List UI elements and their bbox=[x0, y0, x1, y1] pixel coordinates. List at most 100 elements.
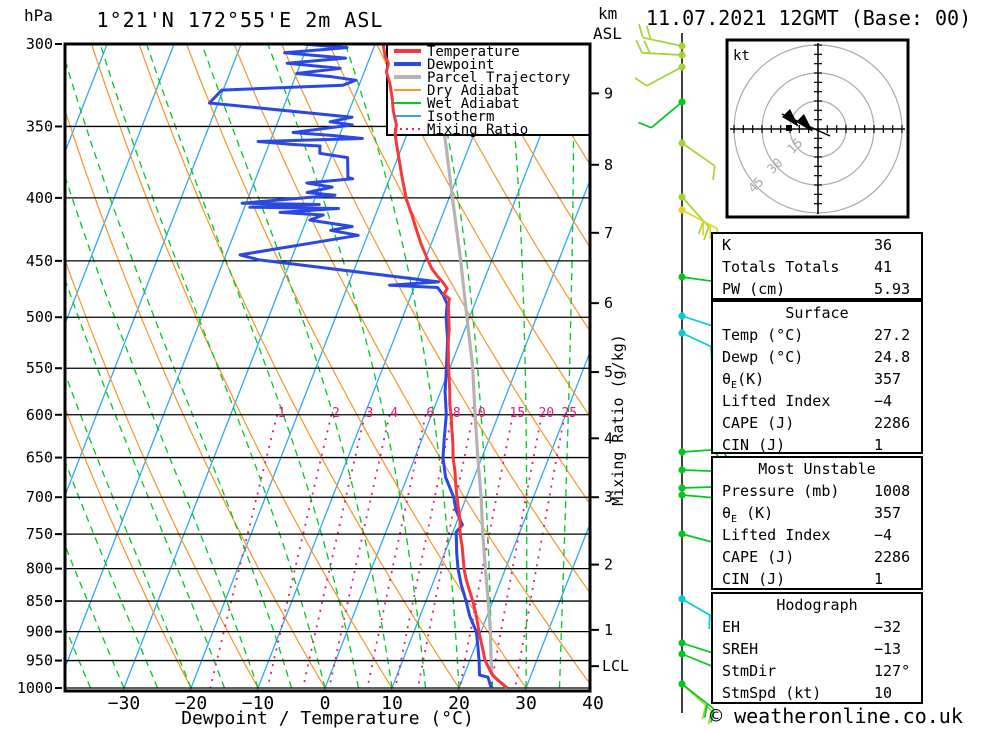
stats-row: Pressure (mb) 1008 bbox=[713, 480, 921, 502]
stats-row: SREH −13 bbox=[713, 638, 921, 660]
stats-row-label: Lifted Index bbox=[722, 526, 831, 544]
svg-text:4: 4 bbox=[390, 406, 398, 421]
stats-row: Lifted Index −4 bbox=[713, 390, 921, 412]
legend-label: Isotherm bbox=[427, 109, 494, 125]
stats-row-label: Dewp (°C) bbox=[722, 348, 804, 366]
parcel-trajectory-curve bbox=[431, 44, 509, 690]
stats-row-label: Pressure (mb) bbox=[722, 482, 840, 500]
pressure-tick-label: 650 bbox=[26, 449, 53, 467]
stats-row-label: θE(K) bbox=[722, 370, 765, 391]
stats-row-value: −13 bbox=[874, 640, 902, 658]
stats-row: K 36 bbox=[713, 234, 921, 256]
datetime-label: 11.07.2021 12GMT (Base: 00) bbox=[646, 6, 972, 30]
stats-row-label: Temp (°C) bbox=[722, 326, 804, 344]
stats-row: θE(K) 357 bbox=[713, 368, 921, 391]
stats-row-value: −4 bbox=[874, 526, 893, 544]
stats-row-value: 41 bbox=[874, 258, 893, 276]
stats-row-value: 27.2 bbox=[874, 326, 911, 344]
pressure-tick-label: 500 bbox=[26, 308, 53, 326]
svg-text:2: 2 bbox=[332, 406, 340, 421]
pressure-tick-label: 300 bbox=[26, 35, 53, 53]
height-axis-unit-asl: ASL bbox=[593, 24, 622, 43]
profile-curves bbox=[207, 44, 509, 690]
x-axis-label: Dewpoint / Temperature (°C) bbox=[181, 708, 474, 729]
stats-row-label: θE (K) bbox=[722, 504, 774, 525]
stats-row-value: 127° bbox=[874, 662, 911, 680]
svg-text:3: 3 bbox=[366, 406, 374, 421]
legend-label: Temperature bbox=[427, 44, 520, 60]
svg-text:8: 8 bbox=[453, 406, 461, 421]
pressure-tick-label: 700 bbox=[26, 488, 53, 506]
copyright: © weatheronline.co.uk bbox=[710, 704, 963, 728]
stats-row-label: StmSpd (kt) bbox=[722, 684, 822, 702]
pressure-tick-label: 350 bbox=[26, 117, 53, 135]
temperature-tick-label: 20 bbox=[448, 693, 470, 714]
temperature-layer bbox=[381, 44, 509, 690]
km-tick-label: 3 bbox=[604, 488, 613, 506]
pressure-tick-label: 450 bbox=[26, 252, 53, 270]
stats-row: Totals Totals 41 bbox=[713, 256, 921, 278]
stats-section-most-unstable: Most Unstable Pressure (mb) 1008 θE (K) 357 L… bbox=[711, 456, 923, 590]
stats-row: CIN (J) 1 bbox=[713, 434, 921, 456]
stats-row-label: SREH bbox=[722, 640, 759, 658]
legend-label: Mixing Ratio bbox=[427, 122, 528, 138]
stats-row-label: StmDir bbox=[722, 662, 777, 680]
pressure-tick-label: 850 bbox=[26, 592, 53, 610]
stats-section-indices: K 36 Totals Totals 41 PW (cm) 5.93 bbox=[711, 232, 923, 300]
km-tick-label: 2 bbox=[604, 556, 613, 574]
stats-row-label: PW (cm) bbox=[722, 280, 786, 298]
wind-barb bbox=[634, 63, 686, 87]
stats-row-label: Totals Totals bbox=[722, 258, 840, 276]
temperature-tick-label: 40 bbox=[582, 693, 604, 714]
km-tick-label: 9 bbox=[604, 84, 613, 102]
stats-section-hodograph: Hodograph EH −32 SREH −13 StmDir 127° StmSpd (k… bbox=[711, 592, 923, 704]
legend-label: Dewpoint bbox=[427, 57, 494, 73]
stats-row: CAPE (J) 2286 bbox=[713, 412, 921, 434]
svg-text:25: 25 bbox=[561, 406, 577, 421]
stats-row-value: 1 bbox=[874, 436, 884, 454]
wind-barb bbox=[678, 680, 715, 723]
axes: 3003504004505005506006507007508008509009… bbox=[17, 35, 629, 714]
pressure-axis-unit: hPa bbox=[24, 6, 53, 25]
stats-row-value: 5.93 bbox=[874, 280, 911, 298]
stats-row-value: 357 bbox=[874, 504, 902, 522]
station-title: 1°21'N 172°55'E 2m ASL bbox=[96, 8, 384, 32]
stats-row-value: 1008 bbox=[874, 482, 911, 500]
stats-row-value: 24.8 bbox=[874, 348, 911, 366]
svg-text:6: 6 bbox=[426, 406, 434, 421]
temperature-tick-label: 30 bbox=[515, 693, 537, 714]
wind-barb bbox=[635, 39, 686, 59]
svg-text:15: 15 bbox=[510, 406, 526, 421]
plot-field: 1 2 3 4 6 8 10 15 20 25 bbox=[65, 44, 590, 691]
temperature-tick-label: −10 bbox=[242, 693, 275, 714]
svg-text:20: 20 bbox=[538, 406, 554, 421]
plot-frame bbox=[63, 42, 592, 693]
stats-row-value: 36 bbox=[874, 236, 893, 254]
lcl-label: LCL bbox=[602, 657, 629, 675]
pressure-tick-label: 900 bbox=[26, 623, 53, 641]
stats-row-label: EH bbox=[722, 618, 741, 636]
stats-row-value: 2286 bbox=[874, 548, 911, 566]
pressure-tick-label: 800 bbox=[26, 560, 53, 578]
stats-row: StmDir 127° bbox=[713, 660, 921, 682]
stats-row-label: K bbox=[722, 236, 732, 254]
height-axis-unit-km: km bbox=[598, 4, 618, 23]
stats-row-value: 357 bbox=[874, 370, 902, 388]
temperature-tick-label: 10 bbox=[381, 693, 403, 714]
pressure-tick-label: 600 bbox=[26, 406, 53, 424]
stats-row: Temp (°C) 27.2 bbox=[713, 324, 921, 346]
wind-barb bbox=[638, 23, 686, 50]
stats-row: CIN (J) 1 bbox=[713, 568, 921, 590]
stats-row: Dewp (°C) 24.8 bbox=[713, 346, 921, 368]
stats-row-value: 2286 bbox=[874, 414, 911, 432]
wind-barb bbox=[638, 98, 686, 129]
stats-row: CAPE (J) 2286 bbox=[713, 546, 921, 568]
svg-text:10: 10 bbox=[470, 406, 486, 421]
stats-row-label: CIN (J) bbox=[722, 570, 786, 588]
temperature-curve bbox=[381, 44, 509, 690]
stats-section-title: Hodograph bbox=[776, 596, 858, 614]
temperature-tick-label: 0 bbox=[320, 693, 331, 714]
